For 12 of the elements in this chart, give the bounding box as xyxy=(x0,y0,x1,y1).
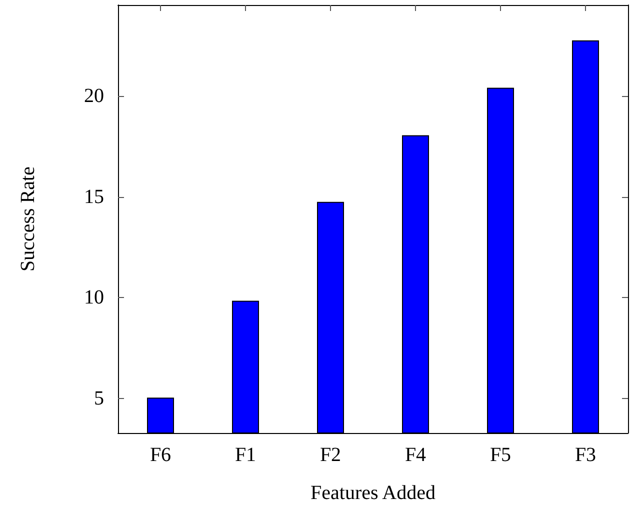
y-tick-label: 20 xyxy=(84,84,104,107)
x-tick-label: F2 xyxy=(320,444,342,466)
y-tick-label: 5 xyxy=(94,388,104,410)
y-tick-label: 10 xyxy=(84,286,104,309)
x-axis-title: Features Added xyxy=(310,482,436,504)
x-tick-label: F6 xyxy=(150,444,172,466)
y-axis-title: Success Rate xyxy=(17,166,39,272)
x-tick-label: F4 xyxy=(404,444,426,466)
x-tick-label: F3 xyxy=(574,444,596,466)
y-tick-label: 15 xyxy=(84,186,104,208)
x-tick-label: F5 xyxy=(490,444,512,466)
x-tick-label: F1 xyxy=(234,444,256,466)
